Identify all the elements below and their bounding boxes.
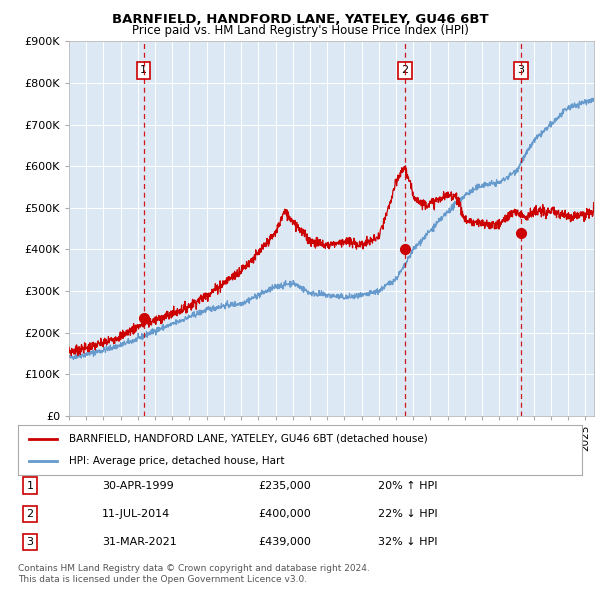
Text: Price paid vs. HM Land Registry's House Price Index (HPI): Price paid vs. HM Land Registry's House …: [131, 24, 469, 37]
Text: 1: 1: [140, 65, 147, 76]
Text: 3: 3: [517, 65, 524, 76]
Text: 20% ↑ HPI: 20% ↑ HPI: [378, 481, 437, 490]
Text: £235,000: £235,000: [258, 481, 311, 490]
Text: Contains HM Land Registry data © Crown copyright and database right 2024.: Contains HM Land Registry data © Crown c…: [18, 565, 370, 573]
Text: 30-APR-1999: 30-APR-1999: [102, 481, 174, 490]
Text: 3: 3: [26, 537, 34, 547]
Text: BARNFIELD, HANDFORD LANE, YATELEY, GU46 6BT: BARNFIELD, HANDFORD LANE, YATELEY, GU46 …: [112, 13, 488, 26]
Text: This data is licensed under the Open Government Licence v3.0.: This data is licensed under the Open Gov…: [18, 575, 307, 584]
Text: 2: 2: [26, 509, 34, 519]
Text: HPI: Average price, detached house, Hart: HPI: Average price, detached house, Hart: [69, 456, 284, 466]
Text: £439,000: £439,000: [258, 537, 311, 547]
Text: 1: 1: [26, 481, 34, 490]
Text: 32% ↓ HPI: 32% ↓ HPI: [378, 537, 437, 547]
Text: 2: 2: [401, 65, 409, 76]
Text: £400,000: £400,000: [258, 509, 311, 519]
Text: 22% ↓ HPI: 22% ↓ HPI: [378, 509, 437, 519]
Text: BARNFIELD, HANDFORD LANE, YATELEY, GU46 6BT (detached house): BARNFIELD, HANDFORD LANE, YATELEY, GU46 …: [69, 434, 428, 444]
Text: 31-MAR-2021: 31-MAR-2021: [102, 537, 177, 547]
Text: 11-JUL-2014: 11-JUL-2014: [102, 509, 170, 519]
